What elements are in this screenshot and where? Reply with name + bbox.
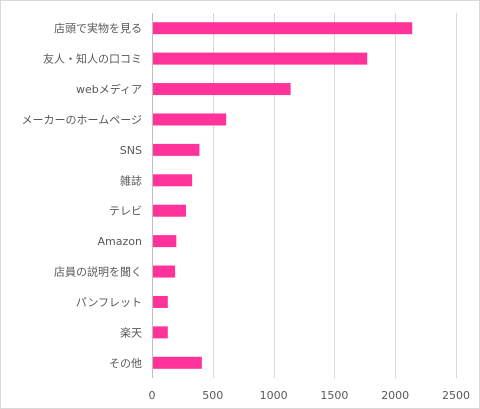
category-label: Amazon (98, 235, 142, 248)
category-label: 店頭で実物を見る (54, 21, 142, 35)
category-label: メーカーのホームページ (22, 113, 142, 126)
bar (153, 143, 200, 156)
gridlines (152, 13, 457, 378)
bar (153, 113, 227, 126)
category-label: その他 (109, 357, 142, 370)
bar (153, 265, 176, 278)
bar (153, 174, 193, 187)
category-label: SNS (120, 144, 142, 157)
category-label: テレビ (109, 205, 142, 218)
category-label: 店員の説明を聞く (54, 265, 142, 279)
x-tick-label: 500 (202, 389, 223, 402)
x-tick-label: 1500 (320, 389, 348, 402)
category-label: 友人・知人の口コミ (43, 52, 142, 66)
bar (153, 326, 168, 339)
category-label: 雑誌 (120, 173, 142, 187)
bar (153, 295, 168, 308)
x-tick-label: 0 (149, 389, 156, 402)
bars (153, 22, 413, 369)
x-tick-label: 1000 (260, 389, 288, 402)
category-label: webメディア (76, 82, 142, 96)
x-tick-label: 2500 (442, 389, 470, 402)
bar (153, 235, 177, 248)
bar (153, 22, 413, 35)
x-axis-tick-labels: 0 500 1000 1500 2000 2500 (149, 389, 471, 402)
category-label: 楽天 (120, 326, 142, 339)
bar (153, 52, 368, 65)
x-tick-label: 2000 (381, 389, 409, 402)
bar (153, 204, 187, 217)
category-label: パンフレット (76, 296, 142, 309)
bar (153, 356, 202, 369)
bar (153, 83, 291, 96)
